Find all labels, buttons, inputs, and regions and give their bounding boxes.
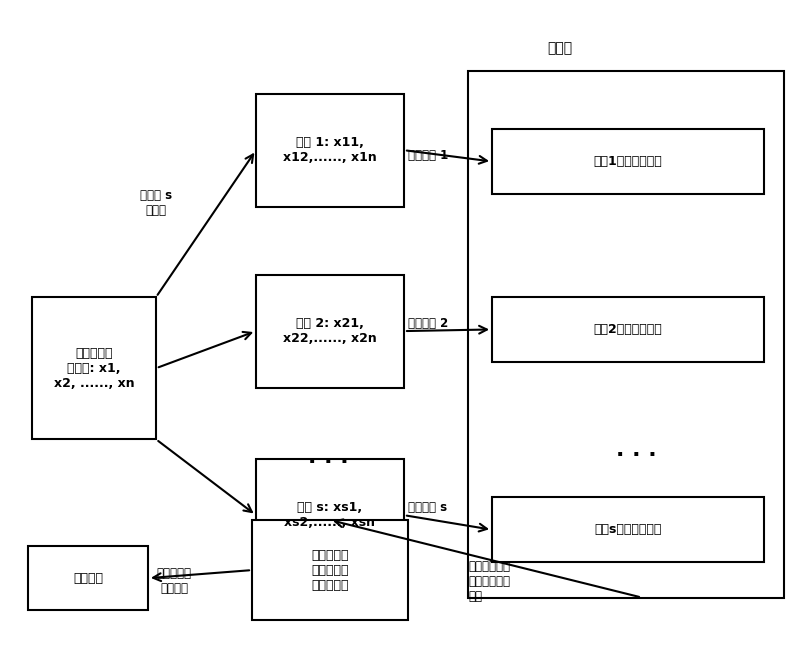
Text: 子列1压缩后的数据: 子列1压缩后的数据 — [594, 155, 662, 168]
Bar — [256, 459, 404, 572]
Bar — [492, 497, 764, 562]
Text: 查询结果: 查询结果 — [73, 572, 103, 585]
Text: 分解为 s
个子列: 分解为 s 个子列 — [140, 189, 172, 218]
Bar — [32, 297, 156, 439]
Bar — [256, 275, 404, 388]
Text: 直接在各个
子列上的查
询结果求交: 直接在各个 子列上的查 询结果求交 — [311, 548, 349, 592]
Bar — [256, 94, 404, 207]
Text: 压缩算法 2: 压缩算法 2 — [408, 317, 448, 329]
Text: 子列s压缩后的数据: 子列s压缩后的数据 — [594, 523, 662, 536]
Text: 分别直接在压
缩后的子列上
查询: 分别直接在压 缩后的子列上 查询 — [468, 560, 510, 603]
Bar — [252, 520, 408, 620]
Text: 数据库: 数据库 — [547, 41, 573, 55]
Bar — [28, 546, 148, 610]
Text: 压缩算法 s: 压缩算法 s — [409, 501, 447, 514]
Text: 一列数值数
据集合: x1,
x2, ......, xn: 一列数值数 据集合: x1, x2, ......, xn — [54, 347, 134, 390]
Text: 解压、合成
原始数据: 解压、合成 原始数据 — [157, 567, 192, 596]
Text: 压缩算法 1: 压缩算法 1 — [408, 149, 448, 162]
Bar — [492, 129, 764, 194]
Text: · · ·: · · · — [308, 452, 348, 472]
Bar — [468, 71, 784, 598]
Text: 子列 2: x21,
x22,......, x2n: 子列 2: x21, x22,......, x2n — [283, 317, 377, 345]
Text: 子列 1: x11,
x12,......, x1n: 子列 1: x11, x12,......, x1n — [283, 136, 377, 164]
Text: · · ·: · · · — [616, 446, 656, 465]
Text: 子列2压缩后的数据: 子列2压缩后的数据 — [594, 323, 662, 336]
Text: 子列 s: xs1,
xs2,......, xsn: 子列 s: xs1, xs2,......, xsn — [285, 501, 375, 529]
Bar — [492, 297, 764, 362]
